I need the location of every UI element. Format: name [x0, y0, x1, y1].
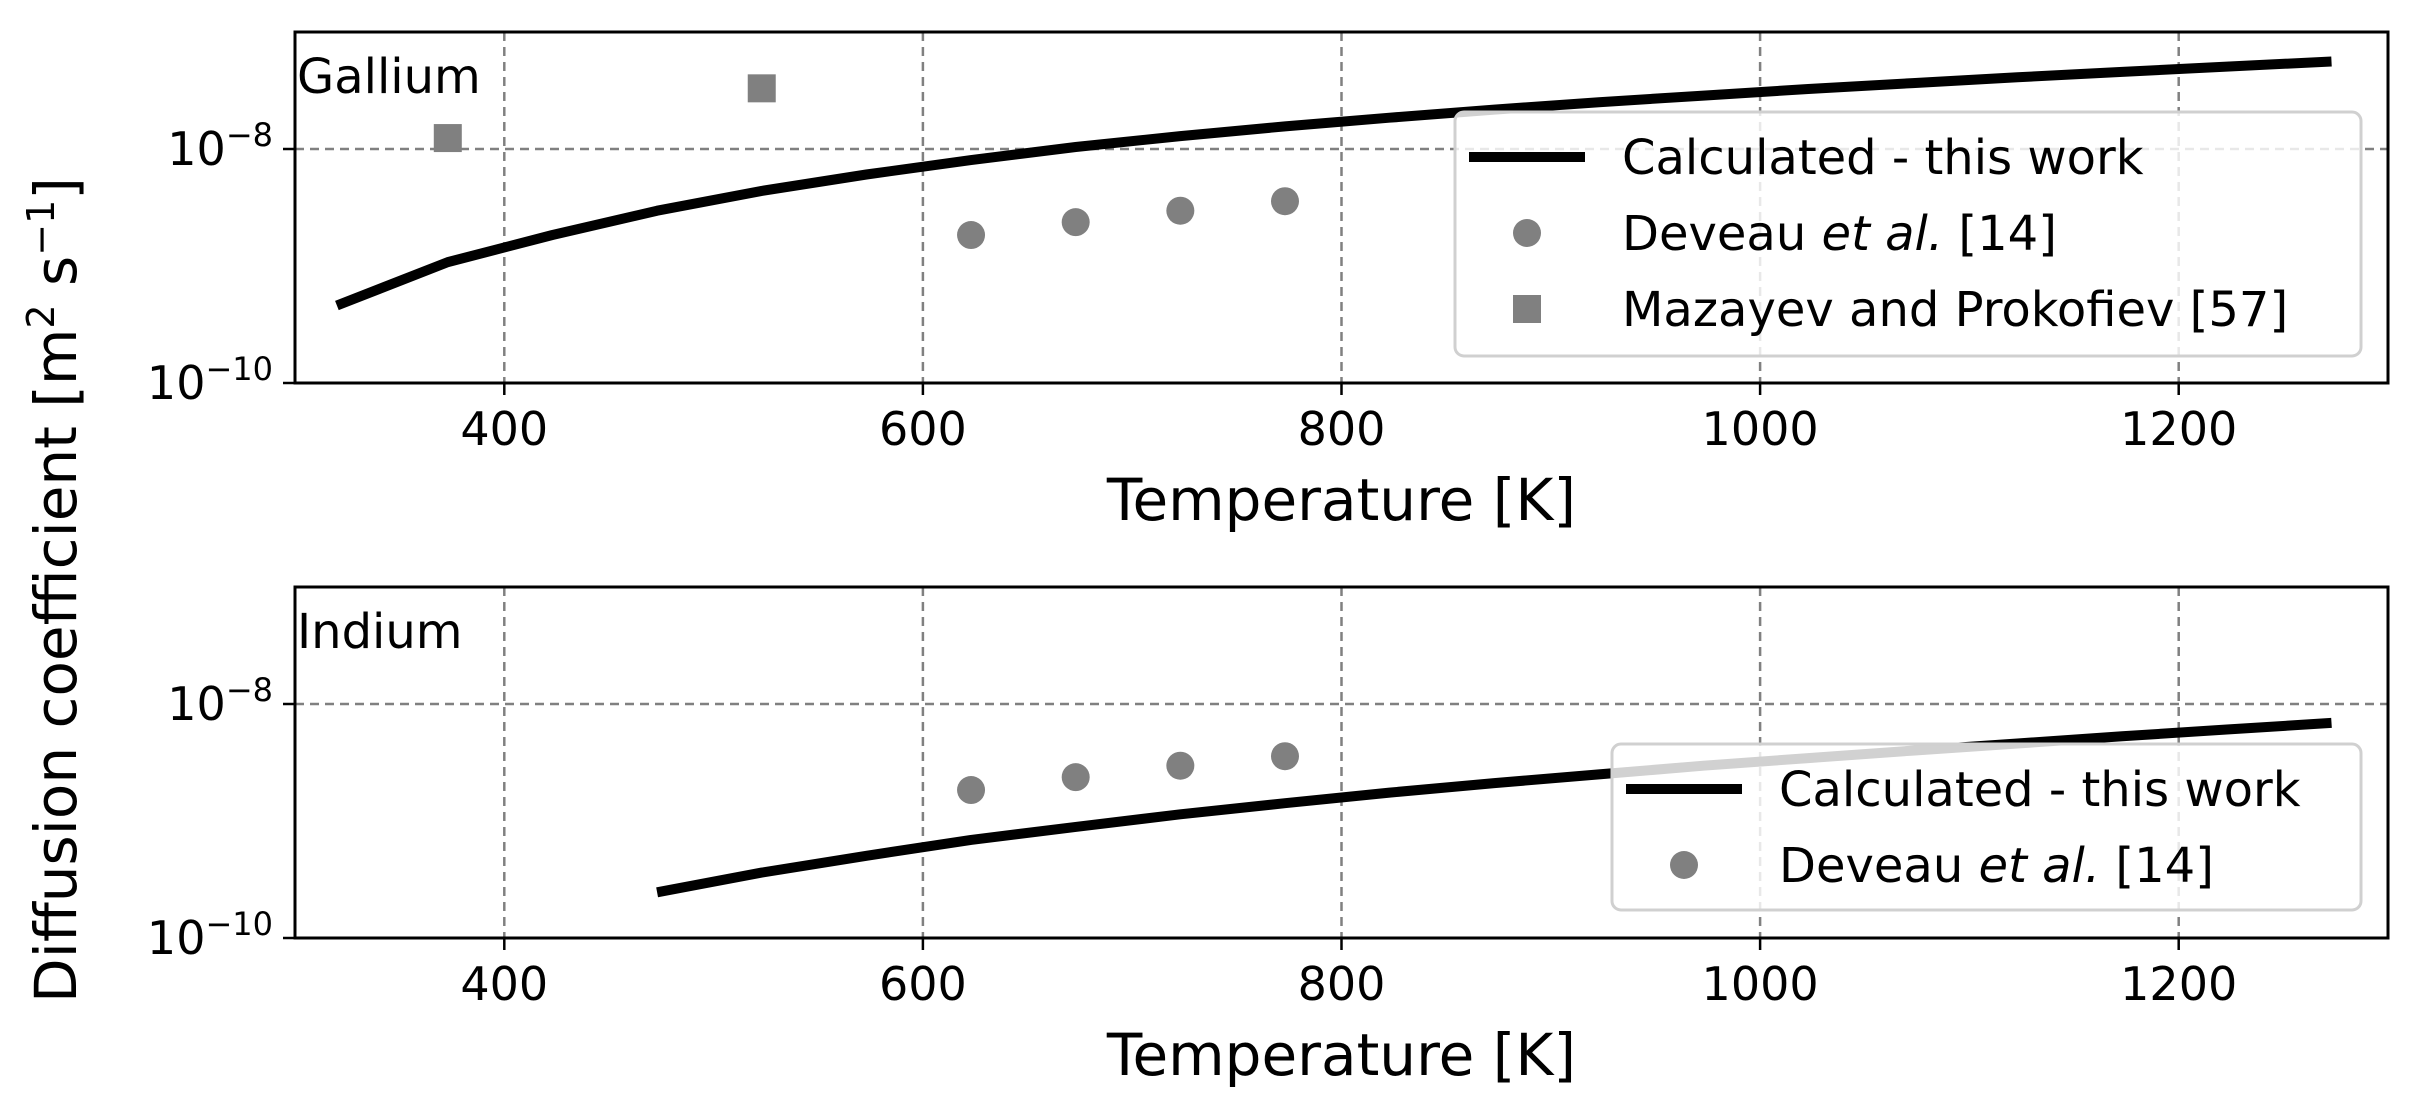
- deveau-point: [1061, 208, 1090, 237]
- x-tick-label: 1000: [1702, 402, 1819, 456]
- x-tick-label: 600: [879, 402, 967, 456]
- gallium-panel: 400 600 800 1000 1200 10−10 10−8 Temperature [K…: [147, 30, 2390, 534]
- axes-frame: [293, 585, 2390, 940]
- legend-circle-swatch: [1513, 219, 1541, 247]
- x-axis-label: Temperature [K]: [1106, 466, 1576, 534]
- calculated-line: [656, 717, 2332, 898]
- deveau-point: [1061, 763, 1090, 792]
- axes-frame: [293, 30, 2390, 385]
- x-tick-label: 400: [460, 957, 548, 1011]
- deveau-point: [957, 221, 986, 250]
- x-tick-label: 1200: [2120, 957, 2237, 1011]
- y-axis-label: Diffusion coefficient [m2 s−1]: [19, 177, 90, 1003]
- y-tick-label: 10−10: [147, 905, 273, 965]
- x-tick-label: 800: [1298, 957, 1386, 1011]
- x-tick-label: 800: [1298, 402, 1386, 456]
- legend-entry-label: Deveau et al. [14]: [1622, 206, 2057, 262]
- legend-entry-label: Calculated - this work: [1622, 130, 2144, 186]
- mazayev-point: [433, 124, 462, 153]
- deveau-point: [1270, 187, 1299, 216]
- deveau-point: [1166, 196, 1195, 225]
- y-tick-label: 10−8: [167, 671, 273, 731]
- panel-label: Indium: [297, 604, 463, 660]
- legend-entry-label: Calculated - this work: [1779, 762, 2301, 818]
- x-tick-label: 400: [460, 402, 548, 456]
- legend-box: [1610, 742, 2363, 912]
- x-tick-label: 1200: [2120, 402, 2237, 456]
- y-tick-label: 10−10: [147, 350, 273, 410]
- deveau-point: [1270, 742, 1299, 771]
- deveau-point: [1166, 751, 1195, 780]
- calculated-line: [335, 56, 2332, 311]
- indium-panel: 400 600 800 1000 1200 10−10 10−8 Temperature [K…: [147, 585, 2390, 1089]
- x-axis-label: Temperature [K]: [1106, 1021, 1576, 1089]
- x-tick-label: 1000: [1702, 957, 1819, 1011]
- mazayev-point: [747, 74, 776, 103]
- legend-entry-label: Deveau et al. [14]: [1779, 838, 2214, 894]
- deveau-point: [957, 776, 986, 805]
- panel-label: Gallium: [297, 49, 481, 105]
- legend-square-swatch: [1513, 295, 1541, 323]
- x-tick-label: 600: [879, 957, 967, 1011]
- legend-entry-label: Mazayev and Prokofiev [57]: [1622, 282, 2288, 338]
- y-tick-label: 10−8: [167, 116, 273, 176]
- legend-circle-swatch: [1670, 851, 1698, 879]
- legend-box: [1453, 110, 2363, 358]
